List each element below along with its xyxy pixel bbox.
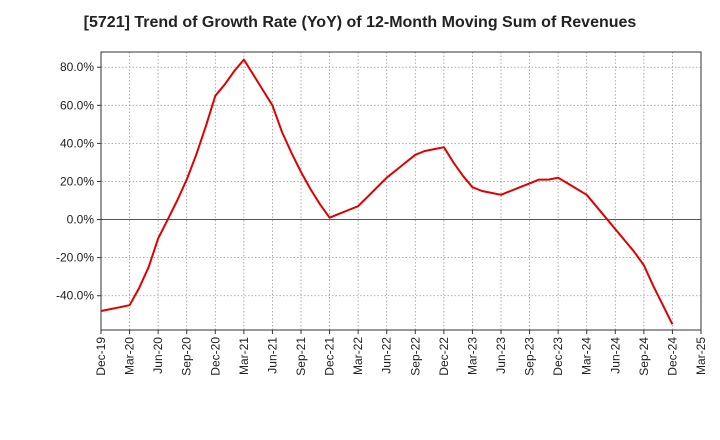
x-tick-label: Dec-24 — [665, 337, 679, 376]
x-tick-label: Jun-24 — [608, 337, 622, 374]
y-tick-label: 0.0% — [67, 213, 95, 227]
x-tick-label: Sep-24 — [637, 337, 651, 376]
series-layer — [100, 58, 674, 325]
x-tick-label: Mar-20 — [123, 337, 137, 375]
x-tick-label: Mar-25 — [694, 337, 708, 375]
x-tick-label: Dec-20 — [208, 337, 222, 376]
y-tick-label: 40.0% — [60, 136, 94, 150]
y-tick-label: 60.0% — [60, 98, 94, 112]
x-tick-label: Sep-22 — [408, 337, 422, 376]
x-tick-label: Mar-23 — [465, 337, 479, 375]
x-tick-label: Mar-22 — [351, 337, 365, 375]
x-tick-label: Dec-23 — [551, 337, 565, 376]
y-tick-label: -20.0% — [56, 251, 94, 265]
x-tick-label: Sep-20 — [180, 337, 194, 376]
x-tick-label: Jun-23 — [494, 337, 508, 374]
x-tick-label: Jun-22 — [380, 337, 394, 374]
x-tick-label: Sep-23 — [523, 337, 537, 376]
x-tick-label: Mar-21 — [237, 337, 251, 375]
plot-frame — [100, 51, 702, 331]
series-line — [100, 58, 674, 325]
x-tick-label: Mar-24 — [580, 337, 594, 375]
axes — [97, 51, 702, 334]
chart-title: [5721] Trend of Growth Rate (YoY) of 12-… — [83, 14, 637, 31]
grid-lines — [100, 52, 702, 330]
y-tick-label: 80.0% — [60, 60, 94, 74]
x-tick-label: Jun-20 — [151, 337, 165, 374]
x-tick-label: Sep-21 — [294, 337, 308, 376]
x-tick-label: Dec-19 — [94, 337, 108, 376]
tick-labels: 80.0% 60.0% 40.0% 20.0% 0.0% -20.0% -40.0% Dec-… — [56, 60, 708, 375]
y-tick-label: -40.0% — [56, 289, 94, 303]
x-tick-label: Dec-21 — [323, 337, 337, 376]
y-tick-label: 20.0% — [60, 174, 94, 188]
x-tick-label: Jun-21 — [265, 337, 279, 374]
x-tick-label: Dec-22 — [437, 337, 451, 376]
